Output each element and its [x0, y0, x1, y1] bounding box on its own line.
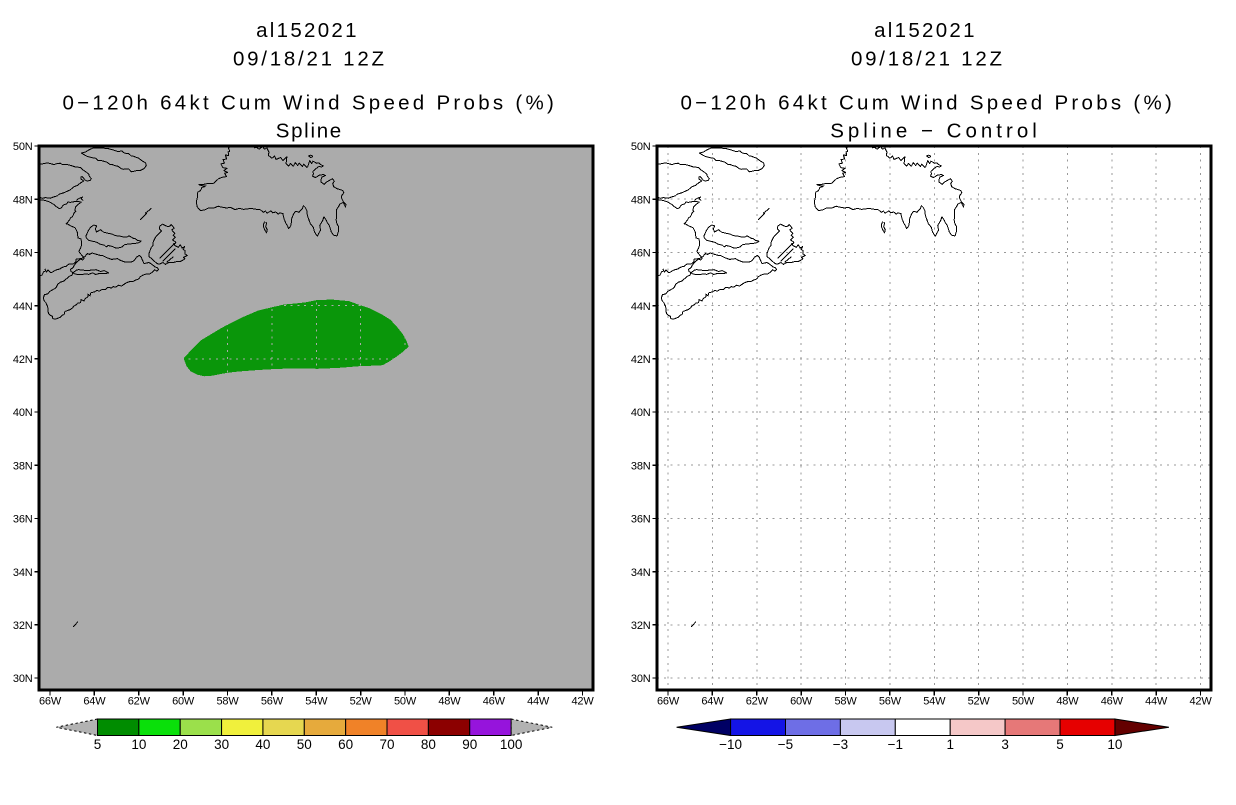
svg-text:48N: 48N — [631, 194, 651, 206]
svg-text:5: 5 — [94, 737, 102, 752]
svg-text:54W: 54W — [305, 696, 328, 708]
svg-text:5: 5 — [1056, 737, 1064, 752]
svg-text:90: 90 — [462, 737, 477, 752]
svg-text:32N: 32N — [13, 620, 33, 632]
svg-text:56W: 56W — [879, 696, 902, 708]
svg-text:10: 10 — [1107, 737, 1122, 752]
svg-text:44W: 44W — [1145, 696, 1168, 708]
svg-text:0−120h 64kt Cum Wind Speed: 0−120h 64kt Cum Wind Speed Probs (%) — [63, 92, 554, 115]
svg-text:34N: 34N — [631, 567, 651, 579]
svg-text:62W: 62W — [128, 696, 151, 708]
svg-text:44N: 44N — [13, 301, 33, 313]
svg-text:46W: 46W — [483, 696, 506, 708]
svg-text:30N: 30N — [13, 673, 33, 685]
svg-text:60W: 60W — [790, 696, 813, 708]
svg-text:38N: 38N — [631, 460, 651, 472]
svg-text:46W: 46W — [1101, 696, 1124, 708]
svg-text:52W: 52W — [968, 696, 991, 708]
svg-text:al152021: al152021 — [256, 19, 356, 42]
svg-text:58W: 58W — [216, 696, 239, 708]
svg-text:50W: 50W — [394, 696, 417, 708]
svg-text:40N: 40N — [13, 407, 33, 419]
svg-text:48W: 48W — [438, 696, 461, 708]
svg-text:66W: 66W — [657, 696, 680, 708]
svg-text:40N: 40N — [631, 407, 651, 419]
svg-text:70: 70 — [380, 737, 395, 752]
svg-text:46N: 46N — [631, 248, 651, 260]
svg-text:64W: 64W — [83, 696, 106, 708]
svg-text:62W: 62W — [746, 696, 769, 708]
svg-text:60: 60 — [338, 737, 353, 752]
svg-text:38N: 38N — [13, 460, 33, 472]
svg-text:−10: −10 — [719, 737, 742, 752]
svg-text:1: 1 — [946, 737, 954, 752]
svg-text:42N: 42N — [13, 354, 33, 366]
svg-text:−3: −3 — [833, 737, 848, 752]
svg-text:50N: 50N — [13, 141, 33, 153]
svg-text:−1: −1 — [888, 737, 903, 752]
svg-text:44W: 44W — [527, 696, 550, 708]
svg-text:0−120h 64kt Cum Wind Speed: 0−120h 64kt Cum Wind Speed Probs (%) — [681, 92, 1172, 115]
svg-text:42W: 42W — [1189, 696, 1212, 708]
svg-text:66W: 66W — [39, 696, 62, 708]
svg-text:48W: 48W — [1056, 696, 1079, 708]
svg-text:36N: 36N — [13, 514, 33, 526]
svg-text:09/18/21 12Z: 09/18/21 12Z — [851, 48, 1002, 71]
svg-text:42N: 42N — [631, 354, 651, 366]
svg-text:42W: 42W — [571, 696, 594, 708]
svg-text:34N: 34N — [13, 567, 33, 579]
svg-text:50N: 50N — [631, 141, 651, 153]
svg-text:30N: 30N — [631, 673, 651, 685]
svg-text:100: 100 — [500, 737, 523, 752]
svg-text:Spline: Spline — [276, 120, 342, 143]
svg-text:32N: 32N — [631, 620, 651, 632]
svg-text:3: 3 — [1001, 737, 1009, 752]
svg-text:44N: 44N — [631, 301, 651, 313]
svg-text:10: 10 — [131, 737, 146, 752]
svg-text:64W: 64W — [701, 696, 724, 708]
svg-text:−5: −5 — [778, 737, 793, 752]
svg-text:80: 80 — [421, 737, 436, 752]
svg-text:50: 50 — [297, 737, 312, 752]
svg-text:40: 40 — [255, 737, 270, 752]
svg-text:30: 30 — [214, 737, 229, 752]
svg-text:54W: 54W — [923, 696, 946, 708]
svg-text:46N: 46N — [13, 248, 33, 260]
svg-text:60W: 60W — [172, 696, 195, 708]
svg-text:36N: 36N — [631, 514, 651, 526]
svg-text:52W: 52W — [350, 696, 373, 708]
svg-text:al152021: al152021 — [874, 19, 974, 42]
svg-text:20: 20 — [173, 737, 188, 752]
svg-text:56W: 56W — [261, 696, 284, 708]
svg-text:58W: 58W — [834, 696, 857, 708]
svg-text:09/18/21 12Z: 09/18/21 12Z — [233, 48, 384, 71]
svg-text:50W: 50W — [1012, 696, 1035, 708]
svg-text:48N: 48N — [13, 194, 33, 206]
